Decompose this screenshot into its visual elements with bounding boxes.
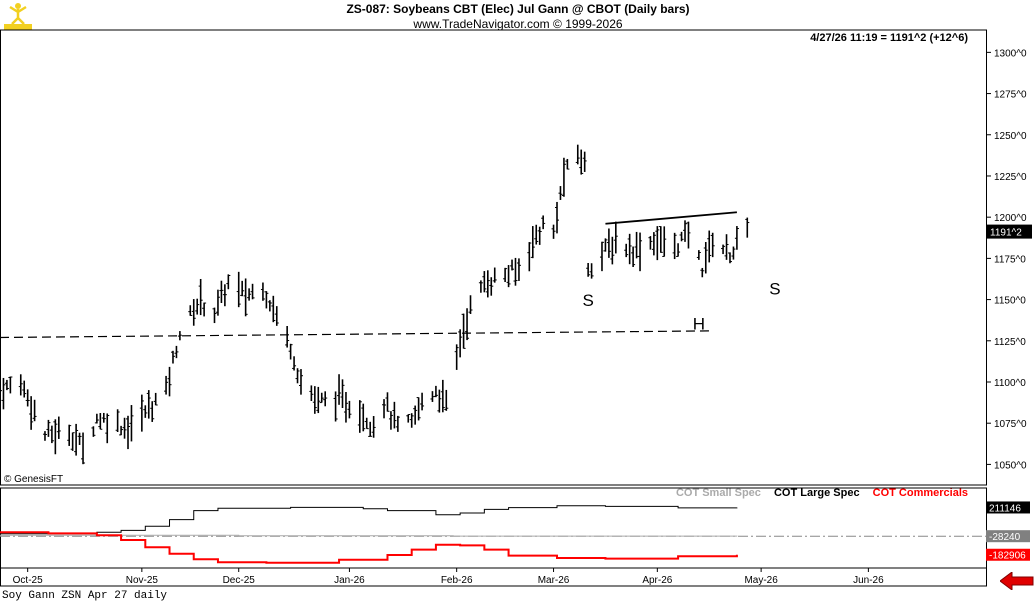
- x-tick-label: Nov-25: [126, 575, 159, 586]
- x-tick-label: Feb-26: [441, 575, 473, 586]
- y-tick-label: 1200^0: [994, 213, 1027, 224]
- legend-commercials: COT Commercials: [872, 487, 968, 499]
- y-tick-label: 1150^0: [994, 296, 1026, 307]
- date-axis-frame: [0, 567, 987, 587]
- neckline-line: [0, 330, 710, 339]
- y-tick-label: 1250^0: [994, 131, 1027, 142]
- cot-value-label: -28240: [989, 532, 1021, 543]
- last-price-label: 1191^2: [990, 228, 1022, 239]
- pattern-label: H: [693, 314, 705, 333]
- x-tick-label: Jan-26: [334, 575, 365, 586]
- y-tick-label: 1050^0: [994, 460, 1027, 471]
- x-tick-label: Jun-26: [853, 575, 884, 586]
- pattern-label: S: [582, 291, 593, 310]
- y-tick-label: 1100^0: [994, 378, 1026, 389]
- data-credit: © GenesisFT: [4, 474, 64, 485]
- price-frame: [0, 29, 987, 486]
- y-tick-label: 1175^0: [994, 254, 1026, 265]
- cot-series-line: [0, 505, 738, 535]
- cot-value-box: [986, 548, 1030, 561]
- back-arrow-icon[interactable]: [999, 571, 1034, 595]
- cot-value-box: [986, 530, 1030, 543]
- resistance-line: [605, 211, 737, 225]
- legend-large-spec: COT Large Spec: [773, 487, 860, 499]
- y-tick-label: 1300^0: [994, 48, 1027, 59]
- price-bars: [0, 144, 750, 465]
- legend-small-spec: COT Small Spec: [675, 487, 761, 499]
- trader-figure-icon: [4, 2, 32, 35]
- chart-subtitle: www.TradeNavigator.com © 1999-2026: [413, 17, 623, 31]
- y-tick-label: 1275^0: [994, 90, 1027, 101]
- x-tick-label: Dec-25: [223, 575, 256, 586]
- cot-value-label: 211146: [989, 503, 1021, 514]
- cot-legend: COT Small Spec COT Large Spec COT Commer…: [666, 487, 968, 499]
- chart-title: ZS-087: Soybeans CBT (Elec) Jul Gann @ C…: [346, 2, 690, 16]
- x-tick-label: May-26: [744, 575, 778, 586]
- x-tick-label: Mar-26: [538, 575, 570, 586]
- cot-series-line: [0, 531, 738, 564]
- pattern-label: S: [769, 280, 780, 299]
- cot-frame: [0, 487, 987, 569]
- x-tick-label: Apr-26: [642, 575, 672, 586]
- cot-series-line: [0, 534, 738, 537]
- x-tick-label: Oct-25: [13, 575, 43, 586]
- y-tick-label: 1225^0: [994, 172, 1027, 183]
- y-tick-label: 1075^0: [994, 419, 1027, 430]
- footer-caption: Soy Gann ZSN Apr 27 daily: [2, 590, 168, 602]
- last-quote: 4/27/26 11:19 = 1191^2 (+12^6): [810, 32, 968, 44]
- cot-value-box: [986, 501, 1030, 514]
- last-price-box: [986, 224, 1032, 239]
- cot-value-label: -182906: [989, 551, 1026, 562]
- y-tick-label: 1125^0: [994, 337, 1026, 348]
